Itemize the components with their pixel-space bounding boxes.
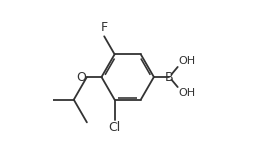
- Text: O: O: [76, 71, 86, 83]
- Text: F: F: [101, 21, 108, 34]
- Text: OH: OH: [178, 88, 196, 98]
- Text: B: B: [165, 71, 174, 83]
- Text: OH: OH: [178, 56, 196, 66]
- Text: Cl: Cl: [108, 121, 121, 134]
